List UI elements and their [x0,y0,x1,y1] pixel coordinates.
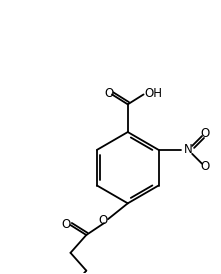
Text: O: O [200,127,210,139]
Text: O: O [61,218,70,231]
Text: O: O [104,87,114,100]
Text: OH: OH [145,87,162,100]
Text: N: N [184,143,192,156]
Text: O: O [99,214,108,227]
Text: O: O [200,160,210,173]
